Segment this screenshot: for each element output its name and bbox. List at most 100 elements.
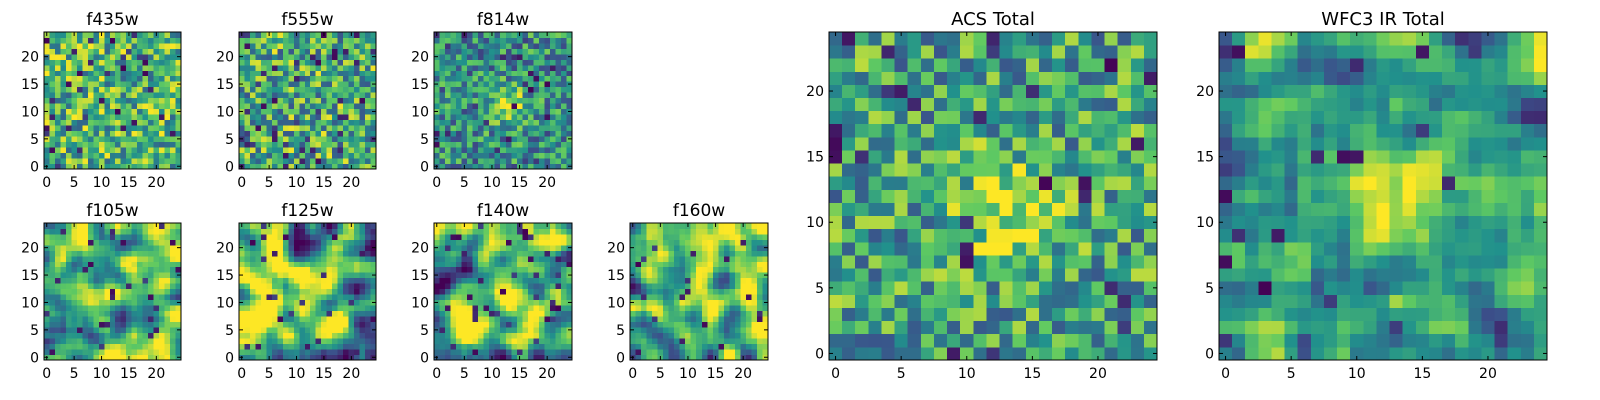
heatmap-cell <box>354 288 360 295</box>
heatmap-cell <box>516 114 523 121</box>
heatmap-cell <box>439 228 446 235</box>
heatmap-cell <box>244 42 251 49</box>
heatmap-cell <box>635 277 642 284</box>
heatmap-cell <box>439 64 446 71</box>
heatmap-cell <box>277 130 284 137</box>
heatmap-cell <box>44 147 50 153</box>
heatmap-cell <box>461 266 468 273</box>
heatmap-cell <box>71 321 78 328</box>
heatmap-cell <box>505 228 512 235</box>
heatmap-cell <box>115 299 122 306</box>
heatmap-cell <box>299 310 306 317</box>
heatmap-cell <box>332 37 339 44</box>
heatmap-cell <box>315 327 322 333</box>
heatmap-cell <box>1143 333 1158 348</box>
heatmap-cell <box>109 233 116 240</box>
heatmap-cell <box>299 70 306 77</box>
heatmap-cell <box>500 327 507 333</box>
heatmap-cell <box>646 283 653 290</box>
heatmap-cell <box>120 163 127 170</box>
heatmap-cell <box>723 299 730 306</box>
heatmap-cell <box>109 272 116 279</box>
heatmap-cell <box>65 81 72 88</box>
heatmap-cell <box>494 32 501 38</box>
heatmap-cell <box>282 228 289 235</box>
heatmap-cell <box>153 310 160 317</box>
heatmap-cell <box>354 228 360 235</box>
heatmap-cell <box>740 305 747 312</box>
heatmap-cell <box>249 250 256 257</box>
heatmap-cell <box>527 316 534 323</box>
heatmap-cell <box>560 103 567 110</box>
heatmap-cell <box>343 327 349 333</box>
heatmap-cell <box>1012 241 1027 256</box>
heatmap-cell <box>1104 346 1119 361</box>
heatmap-cell <box>131 152 138 159</box>
heatmap-cell <box>933 241 948 256</box>
heatmap-cell <box>494 305 501 312</box>
heatmap-cell <box>142 283 149 290</box>
heatmap-cell <box>153 327 160 333</box>
heatmap-cell <box>71 266 78 273</box>
heatmap-cell <box>126 288 133 295</box>
y-tick-label: 15 <box>216 268 234 284</box>
heatmap-cell <box>505 152 512 159</box>
heatmap-cell <box>326 327 333 333</box>
heatmap-cell <box>762 332 769 339</box>
heatmap-cell <box>260 119 267 126</box>
heatmap-cell <box>701 266 708 273</box>
heatmap-cell <box>489 294 496 301</box>
heatmap-cell <box>131 343 138 350</box>
heatmap-cell <box>120 332 127 339</box>
heatmap-cell <box>159 327 165 333</box>
heatmap-cell <box>560 272 567 279</box>
heatmap-cell <box>734 228 741 235</box>
heatmap-cell <box>461 305 468 312</box>
heatmap-cell <box>310 158 317 164</box>
heatmap-cell <box>65 288 72 295</box>
heatmap-cell <box>343 103 349 110</box>
heatmap-cell <box>522 327 529 333</box>
heatmap-cell <box>516 305 523 312</box>
heatmap-cell <box>894 202 909 217</box>
heatmap-cell <box>98 349 105 355</box>
heatmap-cell <box>260 250 267 257</box>
heatmap-cell <box>282 255 289 262</box>
heatmap-cell <box>288 299 295 306</box>
heatmap-cell <box>745 272 752 279</box>
heatmap-cell <box>326 288 333 295</box>
heatmap-cell <box>104 86 111 93</box>
heatmap-cell <box>538 53 545 60</box>
heatmap-cell <box>131 141 138 148</box>
heatmap-cell <box>467 310 474 317</box>
heatmap-cell <box>1065 241 1079 256</box>
heatmap-cell <box>555 64 562 71</box>
heatmap-cell <box>685 338 692 344</box>
heatmap-cell <box>855 189 869 203</box>
heatmap-cell <box>260 48 267 55</box>
heatmap-cell <box>729 316 736 323</box>
heatmap-cell <box>260 92 267 99</box>
heatmap-cell <box>566 343 573 350</box>
heatmap-cell <box>522 141 529 148</box>
heatmap-cell <box>762 277 769 284</box>
heatmap-cell <box>365 108 371 115</box>
heatmap-cell <box>266 141 273 148</box>
heatmap-cell <box>718 316 725 323</box>
heatmap-cell <box>740 239 747 246</box>
heatmap-cell <box>461 250 468 257</box>
heatmap-cell <box>707 255 714 262</box>
heatmap-cell <box>321 261 328 268</box>
heatmap-cell <box>500 48 507 55</box>
heatmap-cell <box>49 64 56 71</box>
heatmap-cell <box>131 32 138 38</box>
heatmap-cell <box>566 42 573 49</box>
heatmap-cell <box>337 338 344 344</box>
heatmap-cell <box>641 223 647 229</box>
heatmap-cell <box>126 294 133 301</box>
heatmap-cell <box>718 233 725 240</box>
heatmap-cell <box>740 255 747 262</box>
heatmap-cell <box>467 327 474 333</box>
heatmap-cell <box>310 130 317 137</box>
